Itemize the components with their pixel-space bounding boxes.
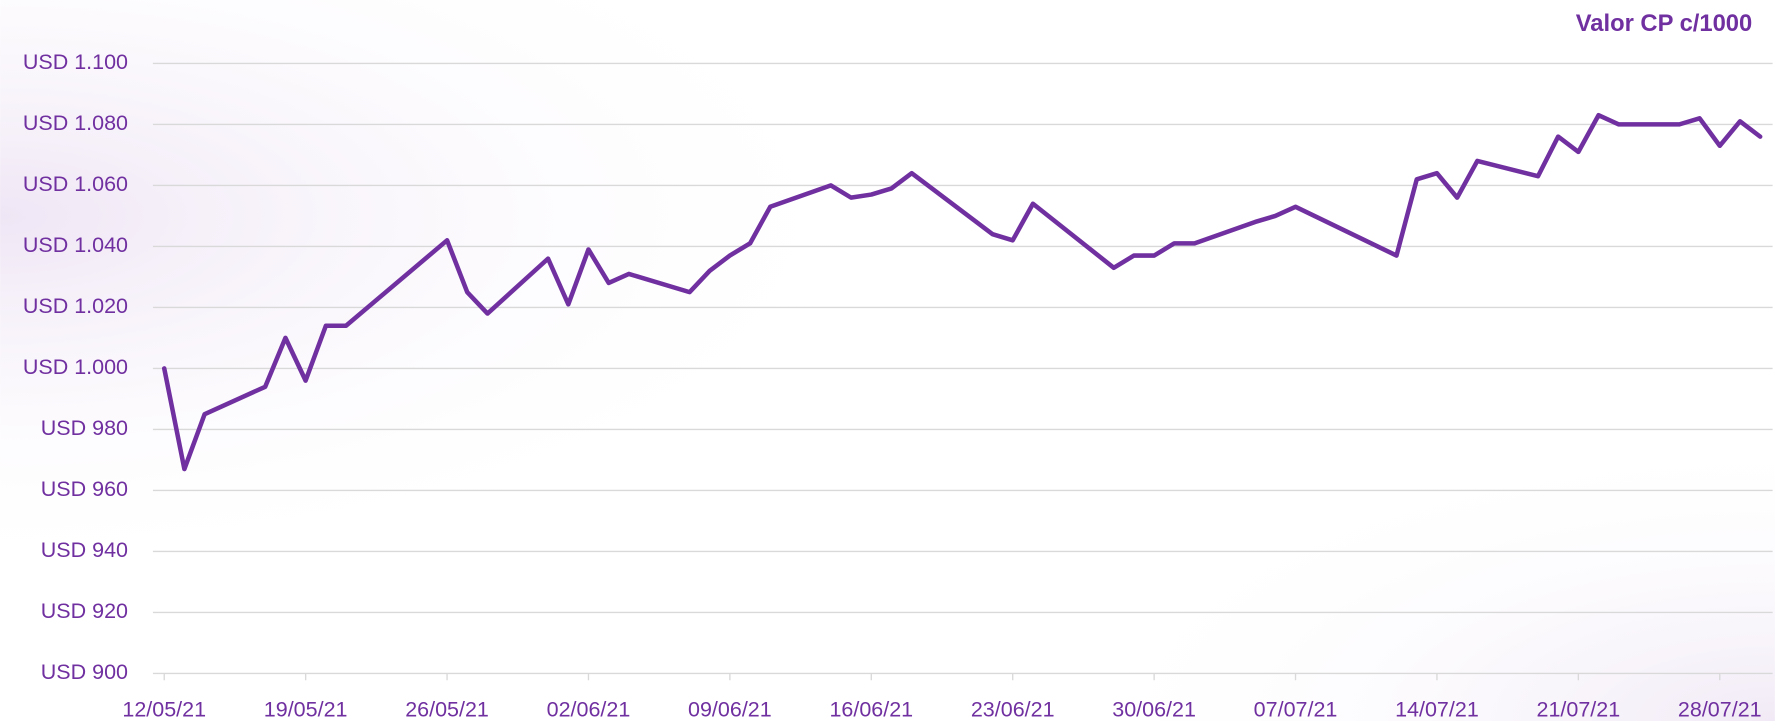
y-tick-label: USD 960 <box>41 477 128 501</box>
x-tick-label: 16/06/21 <box>829 697 913 721</box>
y-tick-label: USD 920 <box>41 599 128 623</box>
y-tick-label: USD 980 <box>41 416 128 440</box>
x-tick-label: 02/06/21 <box>547 697 631 721</box>
x-tick-label: 09/06/21 <box>688 697 772 721</box>
y-tick-label: USD 1.000 <box>23 355 128 379</box>
y-tick-label: USD 900 <box>41 660 128 684</box>
y-tick-label: USD 1.020 <box>23 294 128 318</box>
chart-title: Valor CP c/1000 <box>1576 10 1752 37</box>
y-tick-label: USD 1.060 <box>23 172 128 196</box>
x-tick-label: 07/07/21 <box>1254 697 1338 721</box>
x-tick-label: 12/05/21 <box>122 697 206 721</box>
x-tick-label: 30/06/21 <box>1112 697 1196 721</box>
x-tick-label: 23/06/21 <box>971 697 1055 721</box>
y-tick-label: USD 940 <box>41 538 128 562</box>
x-tick-label: 19/05/21 <box>264 697 348 721</box>
x-tick-label: 21/07/21 <box>1537 697 1621 721</box>
x-tick-label: 26/05/21 <box>405 697 489 721</box>
y-tick-label: USD 1.080 <box>23 111 128 135</box>
x-tick-label: 14/07/21 <box>1395 697 1479 721</box>
line-series <box>161 112 1763 472</box>
y-tick-label: USD 1.100 <box>23 50 128 74</box>
x-tick-label: 28/07/21 <box>1678 697 1762 721</box>
y-tick-label: USD 1.040 <box>23 233 128 257</box>
